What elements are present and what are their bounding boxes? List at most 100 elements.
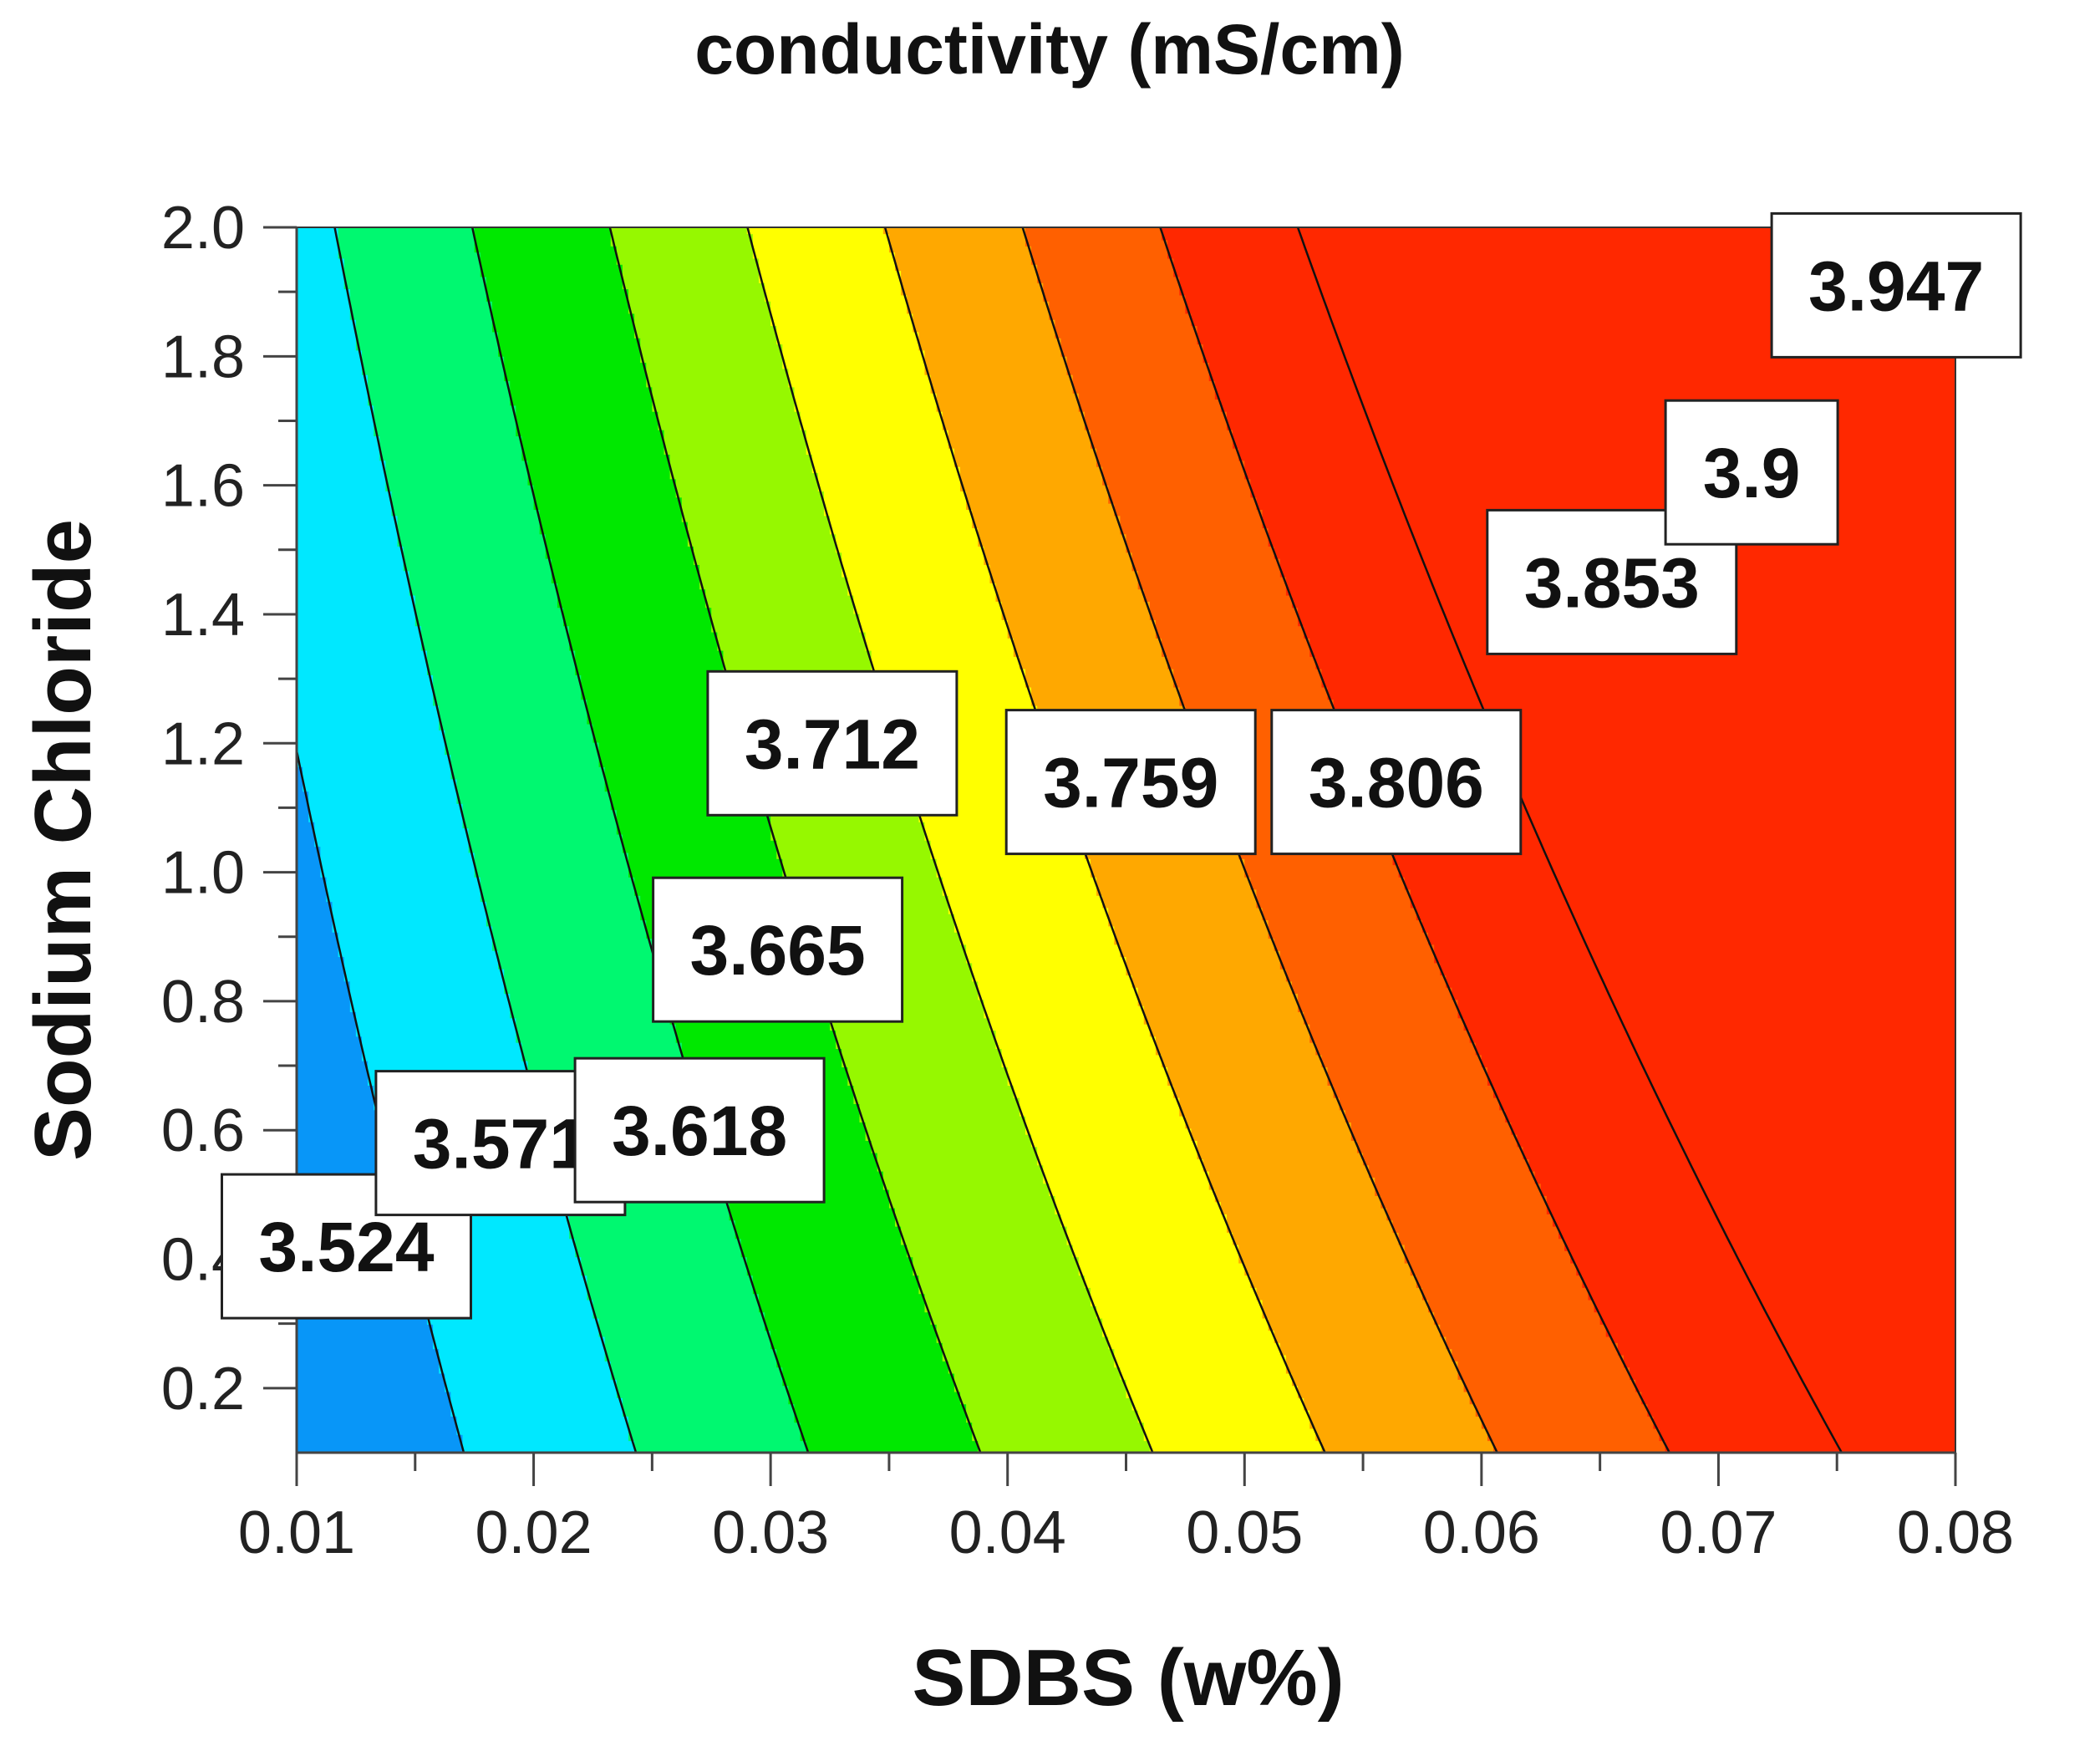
contour-fill-cell [1493, 723, 1955, 730]
contour-fill-cell [491, 931, 648, 939]
contour-fill-cell [1641, 1397, 1814, 1405]
contour-fill-cell [297, 552, 404, 559]
contour-fill-cell [1197, 331, 1340, 339]
contour-fill-cell [397, 539, 547, 547]
contour-fill-cell [326, 894, 481, 903]
contour-fill-cell [1452, 986, 1607, 995]
contour-fill-cell [1760, 1299, 1955, 1306]
contour-fill-cell [610, 227, 748, 235]
contour-fill-cell [705, 594, 855, 602]
contour-fill-cell [510, 1005, 671, 1013]
contour-fill-cell [1552, 1219, 1720, 1227]
contour-fill-cell [616, 822, 771, 829]
contour-fill-cell [942, 1342, 1110, 1350]
contour-fill-cell [297, 1361, 440, 1368]
contour-fill-cell [1108, 919, 1269, 927]
contour-fill-cell [1007, 1072, 1168, 1080]
contour-fill-cell [297, 601, 416, 608]
contour-fill-cell [995, 1036, 1157, 1043]
contour-fill-cell [426, 668, 576, 675]
contour-fill-cell [355, 337, 499, 345]
contour-fill-cell [1753, 1280, 1955, 1288]
contour-fill-cell [1126, 1385, 1299, 1392]
contour-fill-cell [1126, 539, 1269, 547]
contour-fill-cell [1481, 705, 1955, 712]
contour-fill-cell [859, 625, 1009, 633]
contour-fill-cell [1434, 949, 1589, 958]
contour-fill-cell [1043, 1170, 1210, 1178]
contour-fill-cell [1333, 325, 1955, 333]
contour-fill-cell [361, 349, 499, 357]
contour-fill-cell [297, 736, 446, 743]
contour-fill-cell [1090, 1287, 1258, 1295]
contour-fill-cell [1167, 656, 1317, 664]
contour-fill-cell [1037, 705, 1187, 712]
contour-fill-cell [474, 227, 612, 235]
contour-fill-cell [297, 644, 422, 651]
contour-fill-cell [361, 355, 505, 364]
contour-fill-cell [391, 502, 535, 510]
contour-fill-cell [604, 1348, 778, 1356]
contour-fill-cell [604, 785, 760, 792]
contour-fill-cell [587, 699, 736, 706]
contour-fill-cell [297, 815, 309, 822]
contour-fill-cell [1137, 576, 1287, 583]
contour-fill-cell [675, 484, 819, 491]
contour-fill-cell [972, 1422, 1145, 1429]
contour-fill-cell [1676, 1128, 1955, 1135]
contour-fill-cell [1084, 852, 1239, 859]
contour-fill-cell [397, 521, 541, 528]
contour-fill-cell [545, 546, 694, 553]
contour-fill-cell [1238, 454, 1382, 461]
contour-fill-cell [717, 638, 867, 645]
contour-fill-cell [788, 1391, 961, 1398]
contour-fill-cell [1292, 1372, 1459, 1380]
contour-label-box [1270, 709, 1523, 856]
contour-fill-cell [1179, 276, 1317, 283]
contour-fill-cell [1019, 662, 1168, 669]
contour-fill-cell [699, 570, 843, 578]
contour-fill-cell [622, 1409, 796, 1417]
contour-fill-cell [355, 1017, 517, 1025]
contour-fill-cell [379, 447, 523, 456]
contour-fill-cell [871, 662, 1020, 669]
contour-fill-cell [1292, 601, 1442, 608]
contour-fill-cell [1060, 344, 1204, 351]
contour-fill-cell [575, 662, 725, 669]
contour-fill-cell [521, 441, 665, 449]
contour-fill-cell [895, 1207, 1056, 1214]
contour-fill-cell [1624, 1017, 1955, 1025]
contour-fill-cell [782, 864, 938, 872]
contour-fill-cell [1220, 405, 1364, 412]
contour-fill-cell [604, 1354, 778, 1362]
contour-fill-cell [1055, 1207, 1222, 1214]
contour-fill-cell [1457, 1011, 1619, 1019]
contour-fill-cell [913, 1269, 1080, 1276]
contour-fill-cell [314, 840, 470, 848]
contour-fill-cell [297, 583, 410, 590]
contour-fill-cell [1238, 1250, 1406, 1258]
contour-fill-cell [882, 1177, 1045, 1184]
contour-fill-cell [1285, 583, 1435, 590]
contour-fill-cell [1309, 649, 1459, 657]
contour-fill-cell [498, 949, 653, 958]
contour-fill-cell [1404, 1256, 1571, 1264]
contour-fill-cell [1173, 1091, 1335, 1098]
contour-fill-cell [1392, 1225, 1559, 1233]
contour-fill-cell [901, 760, 1056, 767]
contour-fill-cell [948, 894, 1103, 903]
contour-fill-cell [1055, 331, 1198, 339]
contour-fill-cell [972, 521, 1121, 528]
contour-fill-cell [1576, 1269, 1743, 1276]
contour-fill-cell [1493, 1446, 1666, 1453]
contour-fill-cell [1339, 1097, 1500, 1104]
contour-fill-cell [1766, 1311, 1955, 1319]
contour-fill-cell [1825, 1416, 1955, 1423]
contour-fill-cell [297, 313, 351, 320]
contour-label: 3.618 [573, 1056, 826, 1204]
contour-fill-cell [1576, 1262, 1743, 1270]
contour-fill-cell [598, 1330, 771, 1337]
contour-fill-cell [297, 638, 422, 645]
contour-fill-cell [794, 1403, 967, 1411]
contour-fill-cell [569, 644, 719, 651]
